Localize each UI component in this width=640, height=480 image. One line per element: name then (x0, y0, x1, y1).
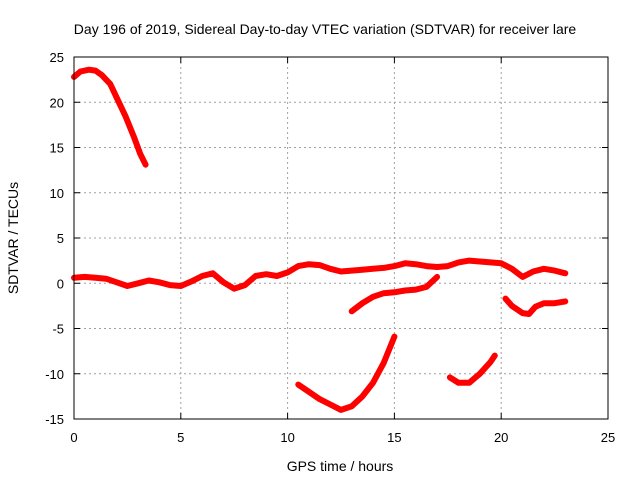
y-tick-label: 15 (50, 141, 64, 156)
y-tick-label: -10 (45, 367, 64, 382)
x-axis-label: GPS time / hours (287, 458, 394, 474)
y-tick-label: 5 (57, 231, 64, 246)
series-line-4 (295, 333, 398, 413)
series-line-1 (71, 66, 149, 168)
series-line-5 (446, 352, 498, 386)
y-tick-label: 0 (57, 276, 64, 291)
y-axis-label: SDTVAR / TECUs (5, 182, 21, 294)
y-tick-label: 20 (50, 95, 64, 110)
series-line-3 (348, 273, 441, 315)
grid-lines (74, 57, 608, 419)
y-tick-label: -5 (52, 322, 64, 337)
y-tick-label: 25 (50, 50, 64, 65)
x-tick-label: 10 (280, 430, 294, 445)
chart-title: Day 196 of 2019, Sidereal Day-to-day VTE… (74, 21, 577, 37)
y-tick-label: 10 (50, 186, 64, 201)
data-series (71, 66, 569, 413)
x-tick-label: 15 (387, 430, 401, 445)
y-tick-label: -15 (45, 412, 64, 427)
x-tick-label: 20 (494, 430, 508, 445)
x-tick-label: 0 (70, 430, 77, 445)
x-tick-label: 25 (601, 430, 615, 445)
axis-ticks: 0 5 10 15 20 25 25 20 15 10 5 0 -5 -10 -15 (45, 50, 615, 445)
series-line-2 (71, 257, 569, 292)
x-tick-label: 5 (177, 430, 184, 445)
series-line-6 (502, 295, 569, 317)
